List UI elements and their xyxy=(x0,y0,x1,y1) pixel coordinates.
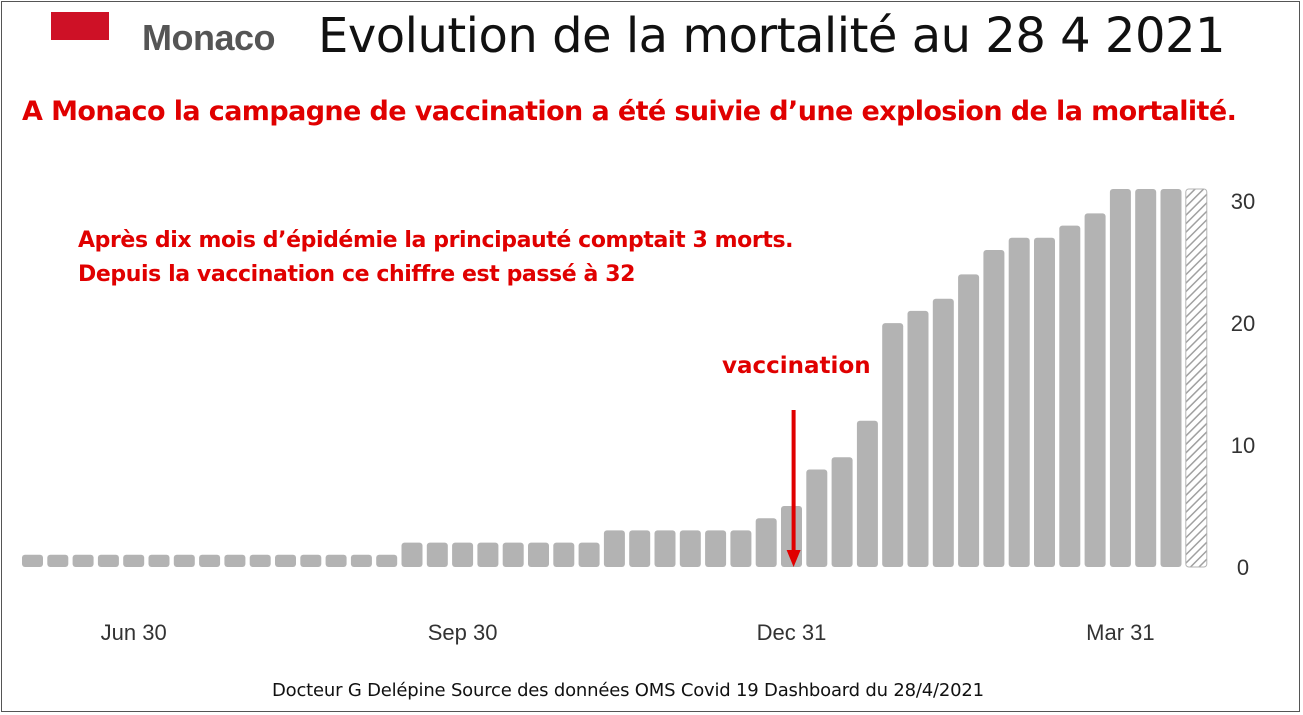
bar xyxy=(755,518,777,567)
bar xyxy=(452,542,474,567)
bar xyxy=(730,530,752,567)
bar xyxy=(224,554,246,567)
bar xyxy=(123,554,145,567)
country-name: Monaco xyxy=(142,17,276,58)
bar xyxy=(47,554,69,567)
bar xyxy=(831,457,853,567)
y-tick-label: 10 xyxy=(1231,433,1255,458)
bar xyxy=(97,554,119,567)
bar xyxy=(401,542,423,567)
bar xyxy=(1135,189,1157,567)
bar xyxy=(1008,237,1030,568)
bar xyxy=(654,530,676,567)
bar xyxy=(376,554,398,567)
bar xyxy=(72,554,94,567)
y-axis-ticks: 0 10 20 30 xyxy=(1231,189,1255,580)
x-axis-ticks: Jun 30 Sep 30 Dec 31 Mar 31 xyxy=(101,620,1155,645)
bar xyxy=(1059,225,1081,567)
bar xyxy=(300,554,322,567)
bar xyxy=(1109,189,1131,567)
bar xyxy=(426,542,448,567)
bar xyxy=(806,469,828,567)
bar xyxy=(679,530,701,567)
slide-title: Evolution de la mortalité au 28 4 2021 xyxy=(318,8,1226,64)
x-tick-label: Sep 30 xyxy=(428,620,498,645)
x-tick-label: Dec 31 xyxy=(757,620,827,645)
bar xyxy=(856,420,878,567)
bar xyxy=(603,530,625,567)
vaccination-label: vaccination xyxy=(722,353,871,379)
vaccination-arrow-head xyxy=(786,550,801,567)
y-tick-label: 0 xyxy=(1237,555,1249,580)
x-tick-label: Jun 30 xyxy=(101,620,167,645)
note-line-1: Après dix mois d’épidémie la principauté… xyxy=(78,228,794,253)
bar xyxy=(528,542,549,567)
bar xyxy=(882,323,904,567)
bar xyxy=(148,554,170,567)
bar xyxy=(22,554,43,567)
bar xyxy=(173,554,195,567)
bar xyxy=(705,530,727,567)
y-tick-label: 20 xyxy=(1231,311,1255,336)
note-line-2: Depuis la vaccination ce chiffre est pas… xyxy=(78,262,636,287)
bar xyxy=(553,542,575,567)
bar xyxy=(199,554,221,567)
x-tick-label: Mar 31 xyxy=(1086,620,1154,645)
bar xyxy=(275,554,296,567)
y-tick-label: 30 xyxy=(1231,189,1255,214)
bar xyxy=(249,554,271,567)
bar xyxy=(1034,237,1055,568)
monaco-flag-icon xyxy=(51,12,109,40)
bar xyxy=(983,250,1005,567)
vaccination-arrow xyxy=(786,410,801,567)
bar xyxy=(629,530,651,567)
source-footer: Docteur G Delépine Source des données OM… xyxy=(272,680,984,701)
bar xyxy=(477,542,499,567)
bar-partial xyxy=(1185,188,1208,568)
bar xyxy=(1160,189,1182,567)
bar xyxy=(907,310,929,567)
bar xyxy=(325,554,347,567)
bar xyxy=(932,298,954,567)
bar xyxy=(1084,213,1106,567)
bar xyxy=(502,542,524,567)
bar xyxy=(350,554,372,567)
bar xyxy=(958,274,980,567)
headline: A Monaco la campagne de vaccination a ét… xyxy=(22,96,1237,127)
bar xyxy=(578,542,600,567)
bars-group xyxy=(22,188,1208,568)
